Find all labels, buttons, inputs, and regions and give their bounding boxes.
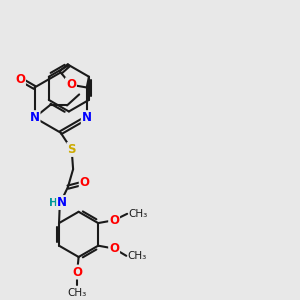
Text: CH₃: CH₃ <box>129 209 148 219</box>
Text: CH₃: CH₃ <box>68 288 87 298</box>
Text: O: O <box>15 73 25 85</box>
Text: O: O <box>66 78 76 91</box>
Text: O: O <box>109 242 119 255</box>
Text: S: S <box>68 143 76 156</box>
Text: O: O <box>109 214 119 227</box>
Text: N: N <box>30 111 40 124</box>
Text: N: N <box>82 111 92 124</box>
Text: O: O <box>72 266 82 278</box>
Text: H: H <box>49 197 58 208</box>
Text: O: O <box>80 176 90 189</box>
Text: CH₃: CH₃ <box>128 251 147 261</box>
Text: N: N <box>57 196 67 209</box>
